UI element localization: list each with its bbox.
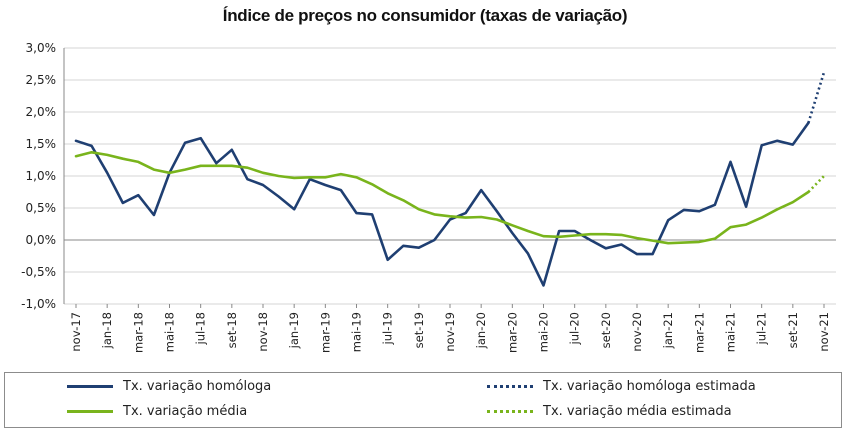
x-tick-label: nov-17 [69,312,83,352]
y-tick-label: -1,0% [21,297,56,311]
x-tick-label: set-20 [599,312,613,348]
x-tick-label: nov-19 [443,312,457,352]
series-line-3 [807,175,825,193]
x-tick-label: mar-21 [692,312,706,353]
chart-title: Índice de preços no consumidor (taxas de… [222,6,628,25]
legend-label-media-estimada: Tx. variação média estimada [543,404,732,419]
gridlines [64,47,836,305]
x-tick-label: jan-19 [287,312,301,349]
x-tick-label: set-21 [786,312,800,348]
legend-item-media: Tx. variação média [67,404,247,419]
legend-label-homologa: Tx. variação homóloga [123,379,272,394]
legend: Tx. variação homóloga Tx. variação homól… [4,372,842,428]
x-tick-label: nov-18 [256,312,270,352]
x-tick-label: jan-21 [661,312,675,349]
x-tick-label: set-18 [225,312,239,348]
legend-label-homologa-estimada: Tx. variação homóloga estimada [543,379,756,394]
line-chart: 3,0% 2,5% 2,0% 1,5% 1,0% 0,5% 0,0% -0,5% -1,0% n… [21,41,836,353]
y-tick-label: 1,0% [26,169,57,183]
x-tick-label: mai-20 [537,312,551,352]
y-tick-label: 2,0% [26,105,57,119]
y-axis: 3,0% 2,5% 2,0% 1,5% 1,0% 0,5% 0,0% -0,5% -1,0% [21,41,65,311]
y-tick-label: -0,5% [21,265,56,279]
y-tick-label: 2,5% [26,73,57,87]
x-tick-label: mar-19 [318,312,332,353]
x-tick-label: jul-20 [568,312,582,345]
x-tick-label: nov-21 [817,312,831,352]
x-tick-label: mai-21 [724,312,738,352]
series-line-1 [807,71,826,124]
x-tick-label: mai-19 [350,312,364,352]
legend-swatch-media [67,410,113,413]
series-lines [74,71,826,287]
y-tick-label: 1,5% [26,137,57,151]
x-tick-label: mar-20 [505,312,519,353]
x-tick-label: jul-18 [194,312,208,345]
legend-swatch-homologa [67,385,113,388]
legend-swatch-media-estimada [487,410,533,413]
series-line-0 [74,121,810,287]
x-tick-label: set-19 [412,312,426,348]
x-tick-label: jan-20 [474,312,488,349]
y-tick-label: 0,5% [26,201,57,215]
x-tick-label: jul-21 [755,312,769,345]
legend-item-homologa-estimada: Tx. variação homóloga estimada [487,379,756,394]
x-axis: nov-17 jan-18 mar-18 mai-18 jul-18 set-18 nov-… [64,239,836,353]
y-tick-label: 0,0% [26,233,57,247]
x-tick-label: mar-18 [131,312,145,353]
legend-item-media-estimada: Tx. variação média estimada [487,404,732,419]
x-tick-label: jul-19 [381,312,395,345]
x-tick-label: mai-18 [163,312,177,352]
x-tick-label: nov-20 [630,312,644,352]
legend-label-media: Tx. variação média [123,404,248,419]
series-line-2 [74,151,810,245]
legend-swatch-homologa-estimada [487,385,533,388]
x-tick-label: jan-18 [100,312,114,349]
legend-item-homologa: Tx. variação homóloga [67,379,271,394]
y-tick-label: 3,0% [26,41,57,55]
